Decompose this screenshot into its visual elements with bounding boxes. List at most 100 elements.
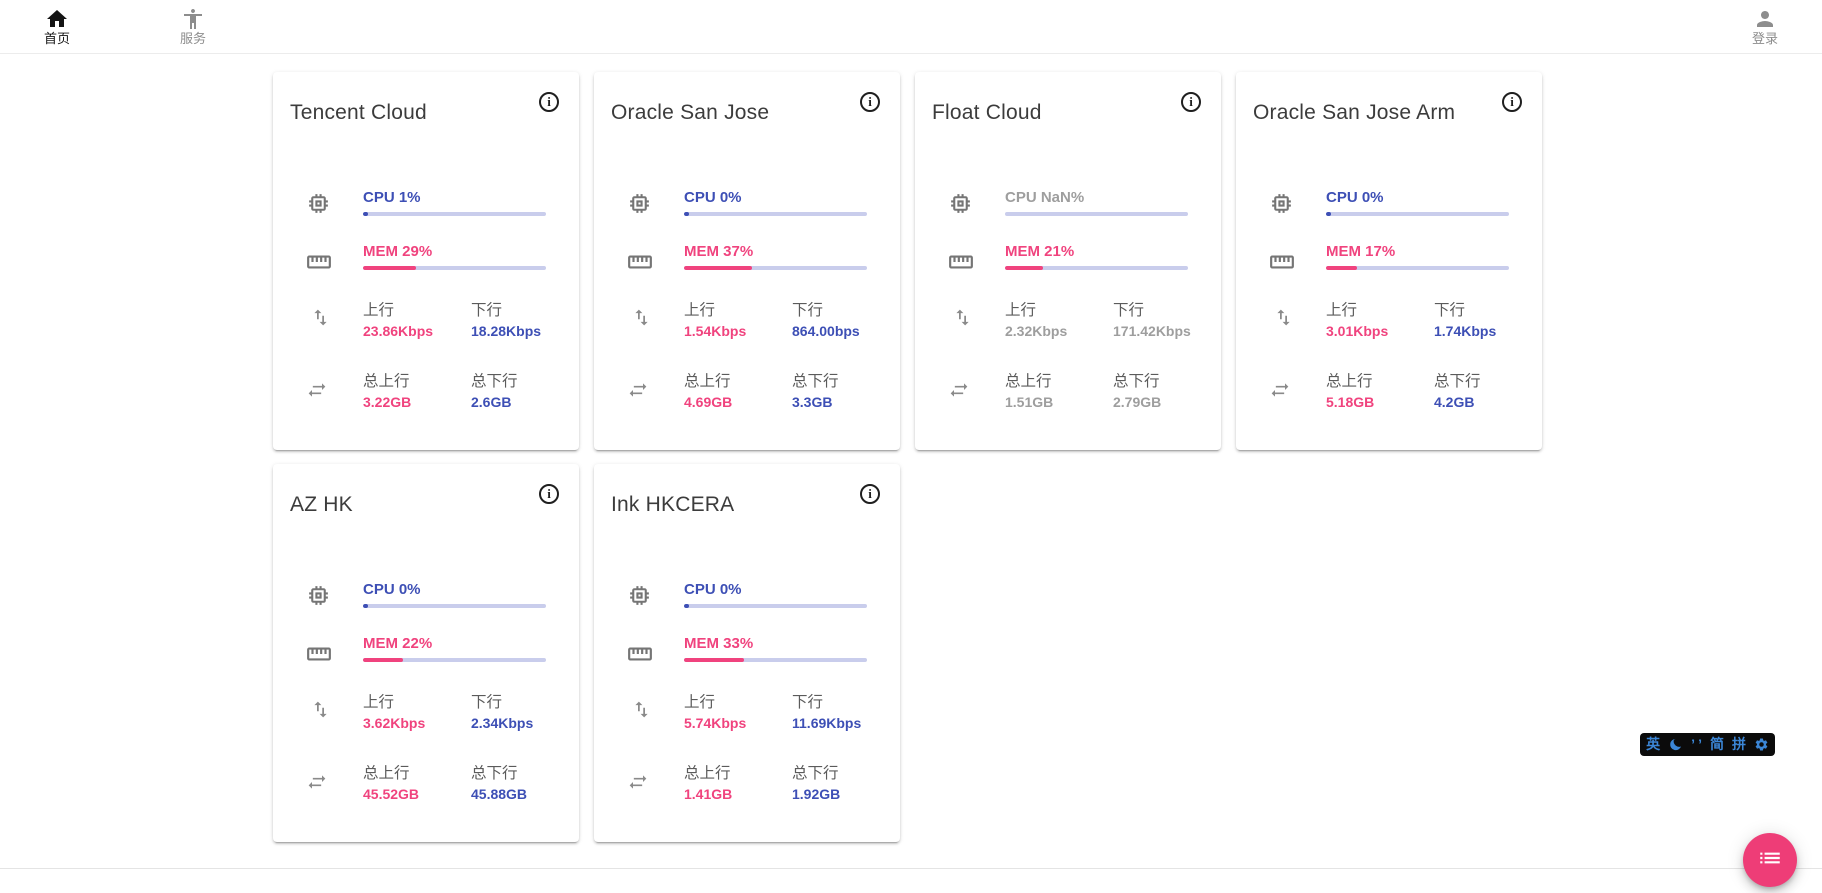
ruler-icon	[948, 249, 974, 280]
total-download-label: 总下行	[471, 373, 518, 390]
chip-icon	[948, 191, 973, 221]
server-name: Tencent Cloud	[290, 101, 427, 124]
mem-progress-fill	[684, 266, 752, 270]
total-download-value: 1.92GB	[792, 786, 841, 802]
ruler-icon	[306, 641, 332, 672]
server-name: Oracle San Jose Arm	[1253, 101, 1456, 124]
cpu-progress-bar	[363, 604, 546, 608]
ruler-icon	[627, 641, 653, 672]
nav-item-services[interactable]: 服务	[158, 2, 228, 52]
left-right-arrows-icon	[307, 772, 327, 797]
total-upload-value: 4.69GB	[684, 394, 733, 410]
footer-divider	[0, 868, 1822, 893]
total-download-value: 4.2GB	[1434, 394, 1475, 410]
ime-punctuation-toggle[interactable]: ’ ’	[1691, 736, 1702, 752]
cpu-progress-fill	[363, 212, 368, 216]
total-download-label: 总下行	[471, 765, 518, 782]
mem-progress-bar	[684, 266, 867, 270]
download-value: 1.74Kbps	[1434, 323, 1497, 339]
total-upload-value: 1.41GB	[684, 786, 733, 802]
download-value: 171.42Kbps	[1113, 323, 1191, 339]
upload-label: 上行	[1005, 302, 1037, 319]
info-icon[interactable]: i	[860, 92, 880, 112]
ime-language-toggle[interactable]: 英	[1646, 736, 1661, 752]
chip-icon	[306, 583, 331, 613]
up-down-arrows-icon	[310, 699, 331, 725]
cpu-usage-label: CPU 0%	[1326, 189, 1384, 206]
up-down-arrows-icon	[952, 307, 973, 333]
mem-usage-label: MEM 37%	[684, 243, 754, 260]
server-list-fab[interactable]	[1743, 833, 1797, 887]
mem-progress-bar	[1326, 266, 1509, 270]
server-card: AZ HK i CPU 0% MEM 22% 上行 下行 3.62Kbps 2.…	[273, 464, 579, 842]
chip-icon	[627, 191, 652, 221]
mem-progress-bar	[1005, 266, 1188, 270]
info-icon[interactable]: i	[539, 484, 559, 504]
mem-usage-label: MEM 33%	[684, 635, 754, 652]
total-download-label: 总下行	[792, 765, 839, 782]
mem-progress-fill	[1326, 266, 1357, 270]
download-label: 下行	[1113, 302, 1145, 319]
info-icon[interactable]: i	[1181, 92, 1201, 112]
cpu-progress-bar	[1326, 212, 1509, 216]
chip-icon	[627, 583, 652, 613]
info-icon[interactable]: i	[1502, 92, 1522, 112]
ime-charset-toggle[interactable]: 简	[1710, 736, 1724, 752]
download-value: 18.28Kbps	[471, 323, 542, 339]
left-right-arrows-icon	[307, 380, 327, 405]
ime-scheme-label[interactable]: 拼	[1732, 736, 1746, 752]
nav-item-home[interactable]: 首页	[22, 2, 92, 52]
total-download-label: 总下行	[1434, 373, 1481, 390]
total-upload-label: 总上行	[363, 765, 410, 782]
server-name: AZ HK	[290, 493, 353, 516]
server-card: Ink HKCERA i CPU 0% MEM 33% 上行 下行 5.74Kb…	[594, 464, 900, 842]
download-label: 下行	[471, 302, 503, 319]
total-upload-value: 5.18GB	[1326, 394, 1375, 410]
server-card: Oracle San Jose Arm i CPU 0% MEM 17% 上行 …	[1236, 72, 1542, 450]
cpu-usage-label: CPU 0%	[363, 581, 421, 598]
download-label: 下行	[792, 302, 824, 319]
info-icon[interactable]: i	[860, 484, 880, 504]
cpu-progress-fill	[684, 212, 689, 216]
nav-services-label: 服务	[179, 31, 206, 46]
nav-item-login[interactable]: 登录	[1730, 2, 1800, 52]
upload-label: 上行	[1326, 302, 1358, 319]
mem-usage-label: MEM 22%	[363, 635, 433, 652]
cpu-progress-bar	[1005, 212, 1188, 216]
up-down-arrows-icon	[631, 307, 652, 333]
mem-progress-fill	[684, 658, 744, 662]
total-download-label: 总下行	[1113, 373, 1160, 390]
server-name: Float Cloud	[932, 101, 1042, 124]
cpu-usage-label: CPU NaN%	[1005, 189, 1085, 206]
cpu-progress-fill	[684, 604, 689, 608]
total-download-value: 45.88GB	[471, 786, 528, 802]
upload-value: 23.86Kbps	[363, 323, 434, 339]
top-navbar: 首页 服务 登录	[0, 0, 1822, 54]
mem-progress-bar	[684, 658, 867, 662]
total-upload-value: 1.51GB	[1005, 394, 1054, 410]
download-value: 864.00bps	[792, 323, 860, 339]
info-icon[interactable]: i	[539, 92, 559, 112]
moon-icon[interactable]	[1668, 737, 1683, 752]
upload-value: 5.74Kbps	[684, 715, 747, 731]
server-name: Ink HKCERA	[611, 493, 735, 516]
cpu-progress-bar	[684, 212, 867, 216]
download-value: 11.69Kbps	[792, 715, 862, 731]
nav-home-label: 首页	[43, 31, 70, 46]
upload-label: 上行	[684, 302, 716, 319]
total-upload-label: 总上行	[363, 373, 410, 390]
upload-label: 上行	[363, 694, 395, 711]
upload-value: 3.01Kbps	[1326, 323, 1389, 339]
upload-value: 2.32Kbps	[1005, 323, 1068, 339]
total-upload-label: 总上行	[1326, 373, 1373, 390]
left-right-arrows-icon	[949, 380, 969, 405]
gear-icon[interactable]	[1754, 737, 1769, 752]
mem-progress-fill	[363, 658, 403, 662]
download-label: 下行	[471, 694, 503, 711]
up-down-arrows-icon	[310, 307, 331, 333]
total-download-label: 总下行	[792, 373, 839, 390]
cpu-progress-bar	[363, 212, 546, 216]
cpu-usage-label: CPU 0%	[684, 189, 742, 206]
nav-login-label: 登录	[1751, 31, 1778, 46]
upload-label: 上行	[363, 302, 395, 319]
